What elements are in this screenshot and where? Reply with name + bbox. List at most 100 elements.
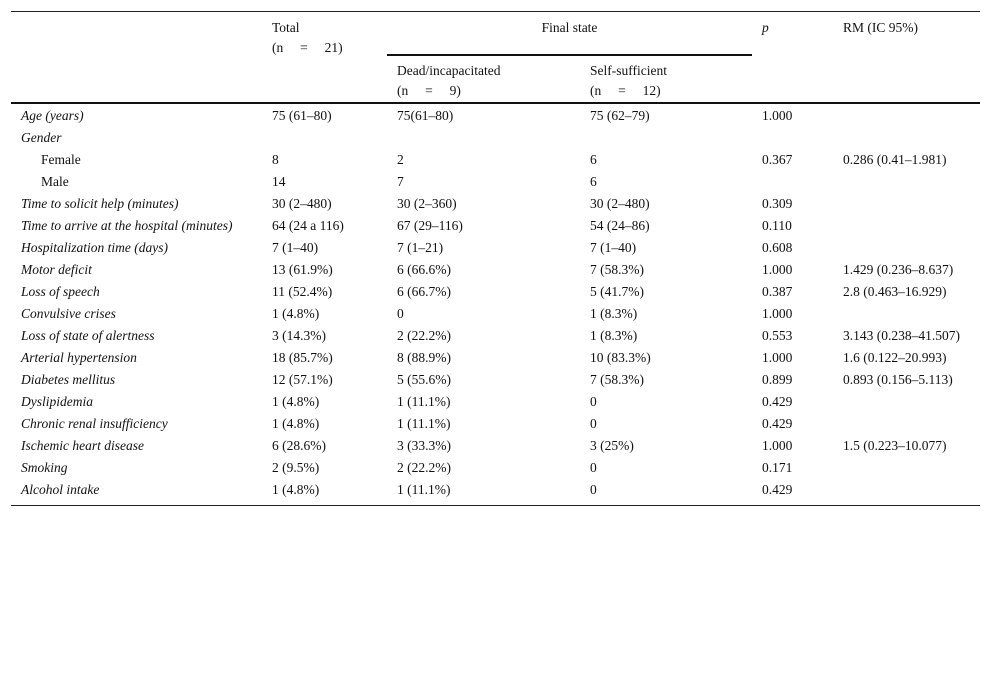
table-row: Hospitalization time (days) 7 (1–40) 7 (1–…: [11, 236, 980, 258]
cell-p: 1.000: [762, 108, 793, 123]
header-final-state: Final state: [387, 11, 752, 56]
results-table: Total (n = 21) Final state p RM (IC 95%) …: [11, 11, 980, 506]
cell-total: 6 (28.6%): [272, 438, 326, 453]
cell-dead: 2: [397, 152, 404, 167]
cell-p: 0.309: [762, 196, 793, 211]
cell-total: 11 (52.4%): [272, 284, 333, 299]
cell-total: 13 (61.9%): [272, 262, 333, 277]
cell-self: 5 (41.7%): [590, 284, 644, 299]
cell-rm: 1.6 (0.122–20.993): [843, 350, 947, 365]
table-row: Smoking 2 (9.5%) 2 (22.2%) 0 0.171: [11, 456, 980, 478]
cell-total: 7 (1–40): [272, 240, 319, 255]
cell-dead: 5 (55.6%): [397, 372, 451, 387]
cell-label: Ischemic heart disease: [21, 438, 144, 453]
cell-rm: 1.429 (0.236–8.637): [843, 262, 954, 277]
cell-p: 0.110: [762, 218, 792, 233]
cell-total: 18 (85.7%): [272, 350, 333, 365]
cell-self: 0: [590, 394, 597, 409]
cell-label: Motor deficit: [21, 262, 92, 277]
cell-self: 0: [580, 478, 752, 506]
cell-rm: [833, 456, 980, 478]
cell-rm: [833, 103, 980, 126]
cell-p: 1.000: [762, 350, 793, 365]
cell-total: 2 (9.5%): [272, 460, 320, 475]
cell-p: 0.429: [762, 416, 793, 431]
table-row: Female 8 2 6 0.367 0.286 (0.41–1.981): [11, 148, 980, 170]
header-dead-label: Dead/incapacitated: [397, 63, 501, 78]
cell-total: 64 (24 a 116): [272, 218, 344, 233]
cell-dead: 1 (11.1%): [397, 416, 451, 431]
table-row: Loss of state of alertness 3 (14.3%) 2 (22…: [11, 324, 980, 346]
cell-dead: [387, 126, 580, 148]
cell-dead: 1 (11.1%): [397, 394, 451, 409]
cell-label: Female: [41, 152, 81, 167]
header-p-label: p: [762, 20, 769, 35]
cell-dead: 67 (29–116): [397, 218, 463, 233]
cell-p: 0.429: [762, 394, 793, 409]
cell-self: 7 (58.3%): [590, 372, 644, 387]
table-row: Diabetes mellitus 12 (57.1%) 5 (55.6%) 7 (5…: [11, 368, 980, 390]
cell-self: 1 (8.3%): [590, 306, 638, 321]
table-row: Arterial hypertension 18 (85.7%) 8 (88.9%)…: [11, 346, 980, 368]
header-total: Total (n = 21): [262, 11, 387, 104]
cell-label: Time to solicit help (minutes): [21, 196, 179, 211]
header-empty: [11, 11, 262, 104]
cell-total: 14: [272, 174, 286, 189]
cell-total: 3 (14.3%): [272, 328, 326, 343]
cell-rm: 0.286 (0.41–1.981): [843, 152, 947, 167]
table-row: Convulsive crises 1 (4.8%) 0 1 (8.3%) 1.000: [11, 302, 980, 324]
cell-self: 54 (24–86): [590, 218, 650, 233]
cell-label: Dyslipidemia: [21, 394, 93, 409]
cell-self: 7 (58.3%): [590, 262, 644, 277]
cell-self: 30 (2–480): [590, 196, 650, 211]
cell-rm: [833, 126, 980, 148]
cell-rm: [833, 236, 980, 258]
cell-rm: [833, 412, 980, 434]
header-p: p: [752, 11, 833, 104]
cell-rm: 0.893 (0.156–5.113): [843, 372, 953, 387]
cell-total: 1 (4.8%): [272, 394, 320, 409]
table-row: Time to arrive at the hospital (minutes)…: [11, 214, 980, 236]
cell-dead: 0: [397, 306, 404, 321]
cell-total: 12 (57.1%): [272, 372, 333, 387]
cell-label: Time to arrive at the hospital (minutes): [21, 218, 233, 233]
cell-rm: [833, 478, 980, 506]
cell-dead: 7 (1–21): [397, 240, 444, 255]
cell-p: 1.000: [762, 306, 793, 321]
cell-label: Smoking: [21, 460, 68, 475]
cell-self: 6: [590, 174, 597, 189]
cell-label: Gender: [21, 130, 62, 145]
header-total-n: (n = 21): [272, 40, 343, 55]
cell-label: Arterial hypertension: [21, 350, 137, 365]
cell-dead: 2 (22.2%): [397, 328, 451, 343]
cell-p: 0.553: [762, 328, 793, 343]
table-body: Age (years) 75 (61–80) 75(61–80) 75 (62–79)…: [11, 103, 980, 506]
header-self: Self-sufficient (n = 12): [580, 55, 752, 104]
cell-p: 0.367: [762, 152, 793, 167]
cell-rm: [833, 214, 980, 236]
cell-label: Age (years): [21, 108, 84, 123]
cell-label: Chronic renal insufficiency: [21, 416, 168, 431]
cell-self: 3 (25%): [590, 438, 634, 453]
cell-self: [580, 126, 752, 148]
table-row: Motor deficit 13 (61.9%) 6 (66.6%) 7 (58.3%…: [11, 258, 980, 280]
cell-p: 0.899: [762, 372, 793, 387]
table-row: Male 14 7 6: [11, 170, 980, 192]
cell-rm: 3.143 (0.238–41.507): [843, 328, 960, 343]
cell-label: Loss of state of alertness: [21, 328, 155, 343]
cell-p: 1.000: [762, 438, 793, 453]
table-row: Ischemic heart disease 6 (28.6%) 3 (33.3%)…: [11, 434, 980, 456]
cell-total: 30 (2–480): [272, 196, 332, 211]
cell-rm: [833, 302, 980, 324]
header-total-label: Total: [272, 20, 300, 35]
table-row: Loss of speech 11 (52.4%) 6 (66.7%) 5 (41.7…: [11, 280, 980, 302]
table-row: Gender: [11, 126, 980, 148]
cell-rm: 1.5 (0.223–10.077): [843, 438, 947, 453]
table-row: Dyslipidemia 1 (4.8%) 1 (11.1%) 0 0.429: [11, 390, 980, 412]
table-row: Chronic renal insufficiency 1 (4.8%) 1 (11…: [11, 412, 980, 434]
cell-total: [262, 126, 387, 148]
cell-rm: 2.8 (0.463–16.929): [843, 284, 947, 299]
cell-p: [752, 170, 833, 192]
cell-dead: 75(61–80): [397, 108, 454, 123]
table-row: Alcohol intake 1 (4.8%) 1 (11.1%) 0 0.429: [11, 478, 980, 506]
